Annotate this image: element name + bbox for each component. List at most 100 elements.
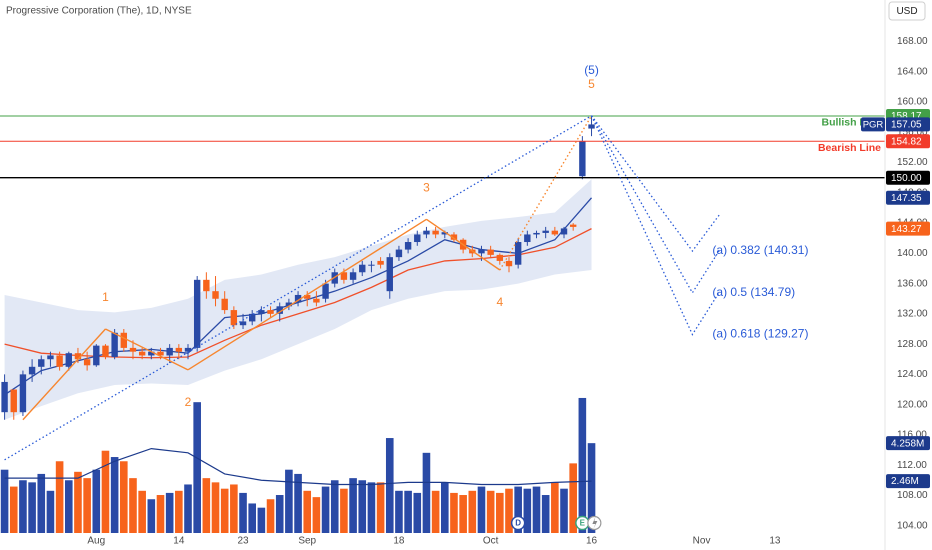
- candle-body: [56, 355, 63, 367]
- candle-body: [404, 242, 412, 250]
- candle-body: [221, 298, 228, 311]
- candle-body: [47, 355, 54, 360]
- candle-body: [487, 249, 494, 255]
- candle-body: [588, 124, 595, 129]
- candle-body: [294, 294, 302, 303]
- candle-body: [432, 230, 439, 235]
- candle-body: [258, 310, 265, 314]
- y-tick-label: 108.00: [897, 490, 928, 501]
- last-price-badge: [886, 117, 930, 132]
- volume-bar: [275, 495, 284, 533]
- candle-body: [111, 332, 118, 357]
- currency-button[interactable]: [888, 1, 926, 21]
- volume-ma-line: [4, 447, 592, 486]
- candle-body: [505, 260, 513, 267]
- volume-bar: [523, 488, 532, 533]
- y-tick-label: 120.00: [897, 399, 928, 410]
- candle-body: [386, 257, 393, 292]
- volume-bar: [92, 469, 101, 533]
- target-path: [591, 115, 721, 253]
- candle-body: [239, 321, 247, 326]
- volume-bar: [165, 492, 174, 533]
- volume-bar: [486, 490, 495, 533]
- candle-body: [560, 228, 568, 235]
- split-icon-bolt: [592, 517, 598, 529]
- volume-bar: [28, 482, 36, 533]
- volume-bar: [321, 486, 330, 533]
- volume-bar: [193, 402, 201, 533]
- volume-bar: [202, 478, 211, 533]
- y-tick-label: 124.00: [897, 369, 928, 380]
- level-badge: [886, 170, 930, 185]
- ma-slow-badge-label: 143.27: [891, 224, 922, 235]
- candle-body: [313, 298, 320, 303]
- y-tick-label: 168.00: [897, 36, 928, 47]
- volume-bar: [248, 503, 257, 533]
- candle-body: [193, 279, 201, 348]
- candle-body: [423, 230, 430, 235]
- volume-bar: [569, 463, 577, 533]
- target-label: (a) 0.382 (140.31): [712, 243, 808, 257]
- volume-bar: [431, 490, 440, 533]
- candle-body: [276, 306, 283, 314]
- volume-bar: [0, 469, 9, 533]
- candle-body: [203, 279, 210, 292]
- volume-bar: [496, 492, 504, 533]
- ma-fast-badge-label: 147.35: [891, 193, 922, 204]
- candle-body: [368, 264, 375, 266]
- level-badge-label: 154.82: [891, 136, 922, 147]
- x-tick-label: Oct: [483, 536, 499, 547]
- candle-body: [28, 366, 36, 375]
- candle-body: [65, 353, 72, 367]
- y-tick-label: 160.00: [897, 97, 928, 108]
- candle-body: [496, 254, 504, 261]
- candle-body: [249, 313, 256, 322]
- volume-bar: [120, 461, 128, 533]
- wave-segment: [426, 218, 501, 271]
- volume-bar: [330, 480, 339, 533]
- volume-bar: [64, 480, 73, 533]
- y-tick-label: 152.00: [897, 157, 928, 168]
- volume-bar: [532, 486, 541, 533]
- volume-bar: [468, 490, 477, 533]
- currency-label[interactable]: USD: [896, 6, 917, 17]
- candle-body: [542, 230, 549, 233]
- volume-bar: [37, 473, 46, 533]
- volume-ma-badge: [886, 474, 930, 489]
- candle-body: [166, 347, 173, 356]
- y-tick-label: 104.00: [897, 520, 928, 531]
- wave-segment: [187, 218, 427, 371]
- wave-label: 4: [496, 295, 503, 309]
- y-tick-label: 140.00: [897, 248, 928, 259]
- y-tick-label: 112.00: [897, 460, 927, 471]
- y-tick-label: 164.00: [897, 66, 928, 77]
- volume-bar: [541, 495, 550, 533]
- event-label: D: [515, 519, 521, 528]
- candle-body: [93, 345, 100, 366]
- volume-bar: [560, 488, 568, 533]
- volume-ma-badge-label: 2.46M: [891, 476, 919, 487]
- candle-body: [148, 351, 155, 356]
- candle-body: [551, 230, 559, 235]
- candle-body: [120, 332, 128, 348]
- volume-bar: [129, 478, 137, 533]
- candle-body: [157, 351, 164, 356]
- wave-label: 5: [588, 77, 595, 91]
- volume-bar: [101, 450, 110, 533]
- y-tick-label: 156.00: [897, 127, 928, 138]
- volume-bar: [19, 480, 27, 533]
- x-tick-label: Nov: [693, 536, 711, 547]
- y-tick-label: 132.00: [897, 309, 928, 320]
- candle-body: [285, 302, 293, 307]
- candle-body: [533, 232, 540, 235]
- candle-body: [414, 234, 421, 243]
- volume-bar: [422, 452, 431, 533]
- ma-slow-badge: [886, 221, 930, 236]
- ma-fast-badge: [886, 190, 930, 205]
- chart-title: Progressive Corporation (The), 1D, NYSE: [6, 6, 192, 17]
- target-path: [590, 115, 721, 336]
- volume-bar: [514, 486, 522, 533]
- candle-body: [579, 141, 586, 177]
- candle-body: [267, 310, 274, 314]
- candle-body: [395, 249, 403, 258]
